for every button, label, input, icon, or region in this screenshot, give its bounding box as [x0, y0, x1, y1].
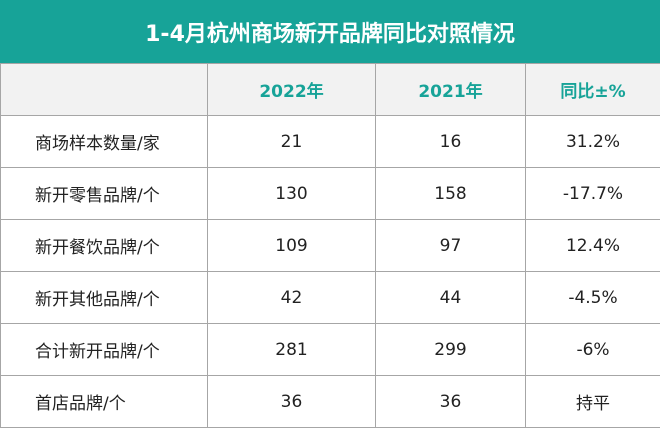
row-label: 新开零售品牌/个 [0, 167, 208, 220]
header-cell: 同比±% [525, 63, 660, 116]
table-cell: 16 [375, 115, 526, 168]
table-cell: 281 [207, 323, 376, 376]
table-cell: -6% [525, 323, 660, 376]
table-cell: -4.5% [525, 271, 660, 324]
table-cell: 持平 [525, 375, 660, 428]
row-label: 合计新开品牌/个 [0, 323, 208, 376]
table-row: 首店品牌/个 36 36 持平 [0, 375, 660, 428]
table-cell: 12.4% [525, 219, 660, 272]
table-cell: 299 [375, 323, 526, 376]
table-row: 新开餐饮品牌/个 109 97 12.4% [0, 219, 660, 272]
table-cell: 31.2% [525, 115, 660, 168]
table-row: 新开其他品牌/个 42 44 -4.5% [0, 271, 660, 324]
table-cell: 36 [207, 375, 376, 428]
header-row: 2022年 2021年 同比±% [0, 63, 660, 116]
header-cell: 2022年 [207, 63, 376, 116]
row-label: 商场样本数量/家 [0, 115, 208, 168]
row-label: 首店品牌/个 [0, 375, 208, 428]
table-cell: 130 [207, 167, 376, 220]
title-bar: 1-4月杭州商场新开品牌同比对照情况 [0, 0, 660, 63]
table-row: 合计新开品牌/个 281 299 -6% [0, 323, 660, 376]
table-row: 新开零售品牌/个 130 158 -17.7% [0, 167, 660, 220]
row-label: 新开餐饮品牌/个 [0, 219, 208, 272]
header-cell: 2021年 [375, 63, 526, 116]
table-cell: 109 [207, 219, 376, 272]
table-cell: 97 [375, 219, 526, 272]
table-cell: -17.7% [525, 167, 660, 220]
table-cell: 36 [375, 375, 526, 428]
row-label: 新开其他品牌/个 [0, 271, 208, 324]
table-cell: 21 [207, 115, 376, 168]
comparison-table: 2022年 2021年 同比±% 商场样本数量/家 21 16 31.2% 新开零售品牌/个 1… [0, 63, 660, 428]
header-cell [0, 63, 208, 116]
table-cell: 44 [375, 271, 526, 324]
title: 1-4月杭州商场新开品牌同比对照情况 [145, 21, 515, 47]
table-cell: 42 [207, 271, 376, 324]
table-row: 商场样本数量/家 21 16 31.2% [0, 115, 660, 168]
table-cell: 158 [375, 167, 526, 220]
